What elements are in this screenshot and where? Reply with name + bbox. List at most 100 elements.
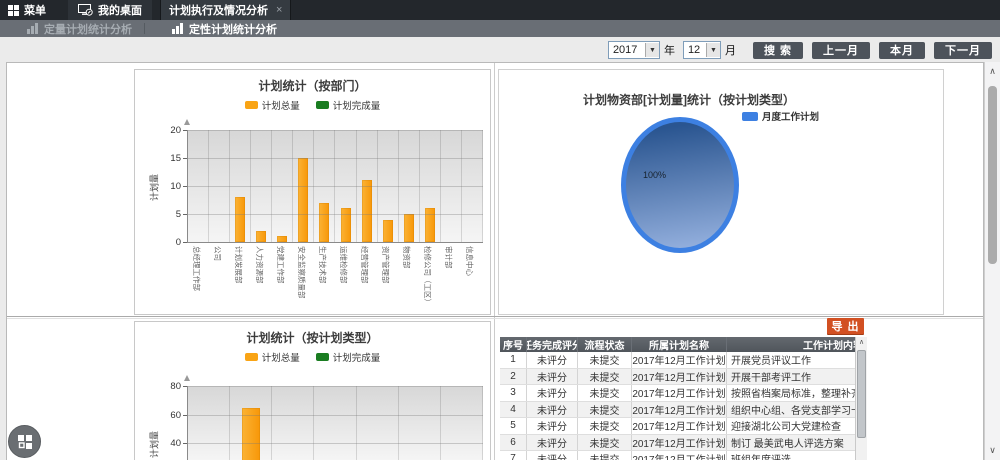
table-row[interactable]: 2 未评分 未提交 2017年12月工作计划 开展干部考评工作 bbox=[500, 368, 867, 385]
legend-item-total[interactable]: 计划总量 bbox=[244, 98, 300, 112]
table-cell: 3 bbox=[500, 385, 527, 401]
menu-label: 菜单 bbox=[24, 5, 46, 17]
table-row[interactable]: 5 未评分 未提交 2017年12月工作计划 迎接湖北公司大党建检查 bbox=[500, 418, 867, 435]
x-axis-label: 公司 bbox=[212, 246, 222, 261]
year-value: 2017 bbox=[612, 44, 638, 56]
table-header-cell[interactable]: 序号 bbox=[500, 337, 527, 352]
y-tick-mark bbox=[183, 130, 187, 131]
bar-计划总量[interactable] bbox=[340, 208, 351, 242]
bar-计划总量[interactable] bbox=[424, 208, 435, 242]
x-axis-label: 计划发展部 bbox=[233, 246, 243, 284]
table-cell: 开展干部考评工作 bbox=[727, 368, 867, 384]
chart-column bbox=[293, 130, 315, 242]
table-cell: 未评分 bbox=[527, 418, 578, 434]
next-month-button[interactable]: 下一月 bbox=[934, 41, 992, 59]
y-tick-label: 5 bbox=[175, 209, 181, 220]
chart2-title: 计划物资部[计划量]统计（按计划类型） bbox=[583, 93, 795, 107]
table-row[interactable]: 1 未评分 未提交 2017年12月工作计划 开展党员评议工作 bbox=[500, 352, 867, 369]
bar-计划总量[interactable] bbox=[256, 230, 267, 242]
legend-label: 计划总量 bbox=[261, 101, 300, 112]
table-header-cell[interactable]: 所属计划名称 bbox=[632, 337, 727, 352]
page-scroll-thumb[interactable] bbox=[988, 86, 997, 264]
legend-item-completed[interactable]: 计划完成量 bbox=[315, 98, 380, 112]
table-cell: 2017年12月工作计划 bbox=[632, 451, 727, 460]
legend-item-completed[interactable]: 计划完成量 bbox=[315, 350, 380, 364]
legend-swatch-orange bbox=[244, 101, 258, 109]
pie-slice-monthly-plan[interactable] bbox=[621, 117, 739, 253]
bar-计划总量[interactable] bbox=[298, 158, 309, 242]
tab-label: 计划执行及情况分析 bbox=[169, 5, 268, 17]
month-select[interactable]: 12 ▼ bbox=[682, 41, 721, 59]
prev-month-button[interactable]: 上一月 bbox=[812, 41, 870, 59]
chart-material-dept-by-type: 计划物资部[计划量]统计（按计划类型） 月度工作计划 100% bbox=[498, 69, 944, 315]
tab-close-icon[interactable]: × bbox=[276, 4, 283, 16]
table-header-cell[interactable]: 任务完成评分 bbox=[527, 337, 578, 352]
table-cell: 2017年12月工作计划 bbox=[632, 418, 727, 434]
x-axis-label: 物资部 bbox=[402, 246, 412, 269]
scroll-down-icon[interactable]: ∨ bbox=[989, 445, 996, 455]
search-button[interactable]: 搜 索 bbox=[752, 41, 803, 59]
nav-quantitative-analysis[interactable]: 定量计划统计分析 bbox=[20, 20, 138, 37]
bar-计划总量[interactable] bbox=[235, 197, 246, 242]
y-axis-arrow bbox=[183, 375, 190, 381]
legend-item-total[interactable]: 计划总量 bbox=[244, 350, 300, 364]
export-button[interactable]: 导 出 bbox=[827, 318, 864, 334]
desktop-icon bbox=[78, 4, 93, 16]
tab-plan-execution-analysis[interactable]: 计划执行及情况分析 × bbox=[160, 0, 292, 20]
table-cell: 未评分 bbox=[527, 451, 578, 460]
table-body: 1 未评分 未提交 2017年12月工作计划 开展党员评议工作 2 未评分 未提交 2017年1… bbox=[500, 352, 867, 460]
chart-column bbox=[399, 130, 420, 242]
table-row[interactable]: 7未评分未提交2017年12月工作计划班组年度评选 bbox=[500, 451, 867, 460]
year-select[interactable]: 2017 ▼ bbox=[607, 41, 660, 59]
chart3-title: 计划统计（按计划类型） bbox=[246, 331, 379, 345]
bar-计划总量[interactable] bbox=[277, 236, 288, 242]
chart-column bbox=[378, 130, 399, 242]
floating-menu-button[interactable] bbox=[8, 425, 41, 458]
scroll-up-icon[interactable]: ∧ bbox=[989, 66, 996, 76]
chart-column bbox=[336, 130, 357, 242]
x-axis-label: 党建工作部 bbox=[275, 246, 285, 284]
chart1-title: 计划统计（按部门） bbox=[258, 79, 367, 93]
my-desktop-button[interactable]: 我的桌面 bbox=[68, 0, 152, 20]
bar-计划总量[interactable] bbox=[319, 202, 330, 242]
nav-qualitative-analysis[interactable]: 定性计划统计分析 bbox=[165, 20, 283, 37]
bar-计划总量[interactable] bbox=[361, 180, 372, 242]
chart1-x-axis-labels: 总经理工作部 公司 计划发展部 人力资源部 党建工作部 安全监察质量部 生产技术部 运维检修部… bbox=[187, 244, 482, 314]
year-unit-label: 年 bbox=[663, 45, 675, 57]
legend-swatch-orange bbox=[244, 353, 258, 361]
y-tick-label: 40 bbox=[170, 438, 181, 450]
x-axis-label: 生产技术部 bbox=[317, 246, 327, 284]
table-scrollbar[interactable]: ∧ bbox=[855, 337, 867, 460]
top-menubar: 菜单 我的桌面 计划执行及情况分析 × bbox=[0, 0, 1000, 20]
bar-计划总量[interactable] bbox=[382, 219, 393, 242]
y-tick-label: 15 bbox=[170, 153, 181, 164]
gridline bbox=[188, 414, 483, 416]
chart-column bbox=[441, 130, 462, 242]
chart3-legend: 计划总量 计划完成量 bbox=[135, 350, 490, 364]
table-cell: 2017年12月工作计划 bbox=[632, 401, 727, 417]
x-axis-label: 经营管理部 bbox=[360, 246, 370, 284]
bar-计划总量[interactable] bbox=[241, 407, 260, 460]
table-header-cell[interactable]: 流程状态 bbox=[578, 337, 632, 352]
table-row[interactable]: 6 未评分 未提交 2017年12月工作计划 制订 最美武电人评选方案 bbox=[500, 434, 867, 451]
table-header-cell[interactable]: 工作计划内容 bbox=[727, 337, 867, 352]
y-tick-mark bbox=[183, 158, 187, 159]
table-cell: 2017年12月工作计划 bbox=[632, 434, 727, 450]
table-cell: 未评分 bbox=[527, 434, 578, 450]
work-plan-table: 序号任务完成评分流程状态所属计划名称工作计划内容 1未评分未提交2017年12月… bbox=[500, 337, 867, 460]
x-axis-label: 检修公司（工区） bbox=[423, 246, 433, 306]
chart2-legend[interactable]: 月度工作计划 bbox=[742, 109, 819, 123]
chart-plan-by-department: 计划统计（按部门） 计划总量 计划完成量 计划量 总经理工作部 公司 计划发展部 人力… bbox=[134, 69, 491, 315]
table-scroll-thumb[interactable] bbox=[857, 350, 866, 438]
page-scrollbar[interactable]: ∧ ∨ bbox=[984, 62, 1000, 460]
this-month-button[interactable]: 本月 bbox=[879, 41, 925, 59]
bar-计划总量[interactable] bbox=[403, 214, 414, 242]
menu-button[interactable]: 菜单 bbox=[0, 0, 54, 20]
table-cell: 未提交 bbox=[578, 368, 632, 384]
scroll-up-icon[interactable]: ∧ bbox=[858, 339, 865, 346]
main-panel: 计划统计（按部门） 计划总量 计划完成量 计划量 总经理工作部 公司 计划发展部 人力… bbox=[6, 62, 984, 460]
table-cell: 2017年12月工作计划 bbox=[632, 385, 727, 401]
